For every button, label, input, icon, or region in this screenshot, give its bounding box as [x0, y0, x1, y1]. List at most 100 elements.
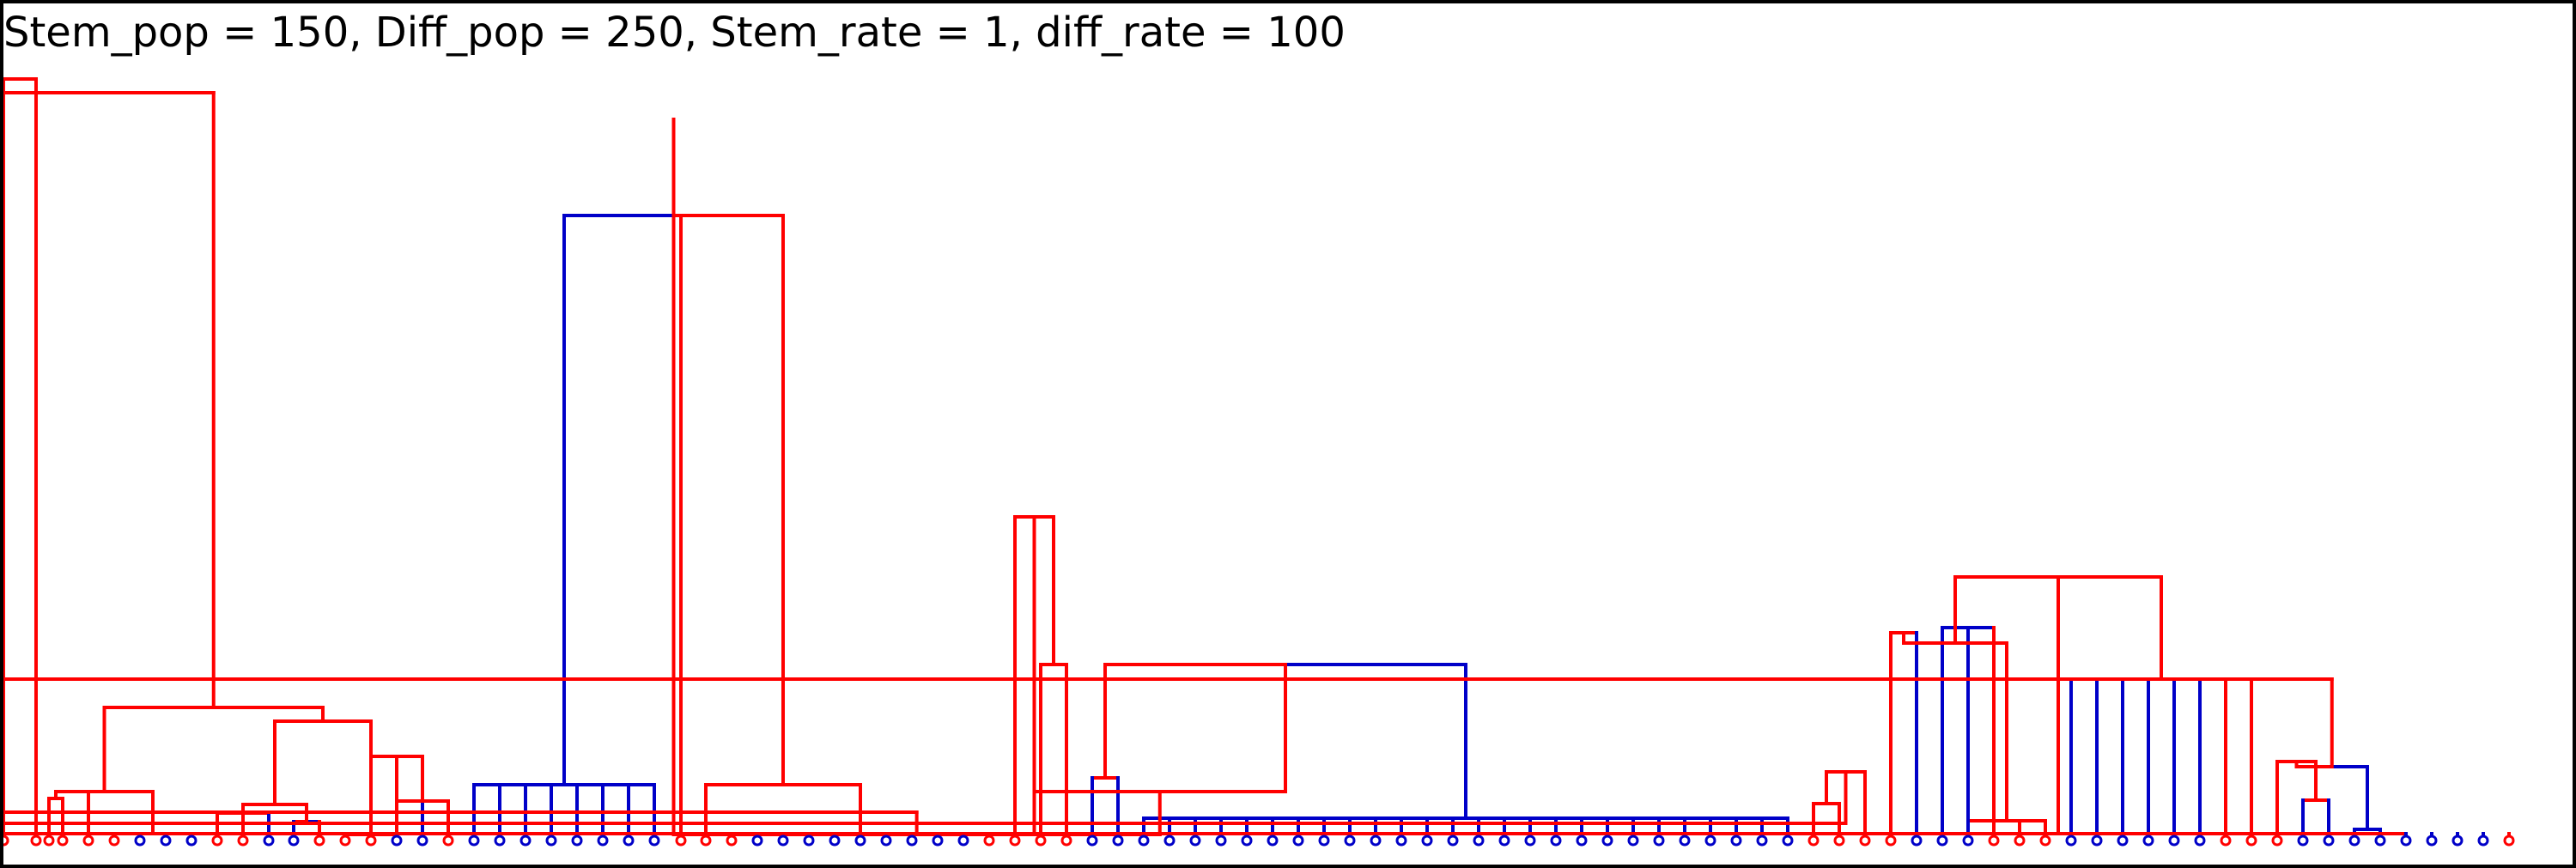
leaf-node-62	[1601, 835, 1613, 847]
leaf-node-77	[1988, 835, 2000, 847]
leaf-node-85	[2194, 835, 2206, 847]
leaf-node-12	[313, 835, 325, 847]
leaf-node-91	[2348, 835, 2360, 847]
leaf-node-50	[1292, 835, 1304, 847]
leaf-node-33	[854, 835, 866, 847]
leaf-node-8	[211, 835, 223, 847]
leaf-node-88	[2271, 835, 2283, 847]
leaf-node-75	[1936, 835, 1948, 847]
leaf-node-10	[263, 835, 275, 847]
leaf-node-39	[1009, 835, 1021, 847]
leaf-node-70	[1807, 835, 1820, 847]
leaf-node-80	[2065, 835, 2077, 847]
leaf-node-26	[675, 835, 687, 847]
leaf-node-89	[2297, 835, 2309, 847]
leaf-node-6	[160, 835, 172, 847]
leaf-node-22	[571, 835, 583, 847]
leaf-node-25	[648, 835, 660, 847]
leaf-node-83	[2142, 835, 2154, 847]
leaf-node-69	[1782, 835, 1794, 847]
leaf-node-2	[57, 835, 69, 847]
leaf-node-66	[1704, 835, 1716, 847]
leaf-node-73	[1885, 835, 1897, 847]
leaf-node-20	[519, 835, 532, 847]
leaf-node-61	[1576, 835, 1588, 847]
leaf-node-17	[442, 835, 454, 847]
leaf-node-40	[1035, 835, 1047, 847]
leaf-node-96	[2477, 835, 2489, 847]
leaf-node-35	[906, 835, 918, 847]
leaf-node-41	[1060, 835, 1072, 847]
leaf-node-42	[1086, 835, 1098, 847]
leaf-node-45	[1163, 835, 1176, 847]
leaf-node-28	[726, 835, 738, 847]
leaf-node-32	[829, 835, 841, 847]
leaf-node-7	[185, 835, 197, 847]
leaf-node-44	[1138, 835, 1150, 847]
leaf-node-21	[545, 835, 557, 847]
leaf-node-38	[983, 835, 995, 847]
leaf-node-4	[108, 835, 120, 847]
leaf-node-23	[597, 835, 609, 847]
leaf-node-82	[2117, 835, 2129, 847]
leaf-node-36	[932, 835, 944, 847]
leaf-node-53	[1370, 835, 1382, 847]
leaf-node-14	[365, 835, 377, 847]
leaf-node-56	[1447, 835, 1459, 847]
leaf-node-5	[134, 835, 146, 847]
leaf-node-11	[288, 835, 300, 847]
leaf-node-94	[2426, 835, 2438, 847]
leaf-node-37	[957, 835, 969, 847]
leaf-node-46	[1189, 835, 1201, 847]
leaf-node-55	[1421, 835, 1433, 847]
leaf-node-3	[82, 835, 94, 847]
leaf-node-68	[1756, 835, 1768, 847]
leaf-node-63	[1627, 835, 1639, 847]
leaf-node-76	[1962, 835, 1974, 847]
leaf-node-16	[416, 835, 428, 847]
leaf-node-1	[43, 835, 55, 847]
leaf-node-59	[1524, 835, 1536, 847]
leaf-node-43	[1112, 835, 1124, 847]
leaf-node-47	[1215, 835, 1227, 847]
leaf-node-49	[1267, 835, 1279, 847]
leaf-node-93	[2400, 835, 2412, 847]
leaf-node-24	[623, 835, 635, 847]
leaf-node-27	[700, 835, 712, 847]
leaf-node-34	[880, 835, 892, 847]
leaf-node-54	[1395, 835, 1407, 847]
leaf-node-31	[803, 835, 815, 847]
leaf-node-95	[2451, 835, 2464, 847]
leaf-node-84	[2168, 835, 2180, 847]
leaf-node-15	[391, 835, 403, 847]
leaf-node-90	[2323, 835, 2335, 847]
leaf-node-60	[1550, 835, 1562, 847]
leaf-node-72	[1859, 835, 1871, 847]
leaf-node-18	[468, 835, 480, 847]
leaf-node-9	[237, 835, 249, 847]
leaf-node-78	[2014, 835, 2026, 847]
leaf-node-65	[1679, 835, 1691, 847]
figure-title: Stem_pop = 150, Diff_pop = 250, Stem_rat…	[3, 9, 1346, 57]
leaf-node-64	[1653, 835, 1665, 847]
leaf-node-79	[2039, 835, 2051, 847]
leaf-node-71	[1833, 835, 1845, 847]
leaf-node-87	[2245, 835, 2257, 847]
leaf-node-29	[751, 835, 763, 847]
leaf-node-30	[777, 835, 789, 847]
leaf-node-58	[1498, 835, 1510, 847]
leaf-node-48	[1241, 835, 1253, 847]
leaf-node-81	[2091, 835, 2103, 847]
leaf-node-52	[1344, 835, 1356, 847]
leaf-node-67	[1730, 835, 1742, 847]
leaf-node-51	[1318, 835, 1330, 847]
leaf-node-19	[494, 835, 506, 847]
leaf-node-99	[3, 835, 9, 847]
leaf-node-74	[1911, 835, 1923, 847]
leaf-node-86	[2220, 835, 2232, 847]
leaf-node-57	[1473, 835, 1485, 847]
leaf-node-97	[2503, 835, 2515, 847]
leaf-node-0	[30, 835, 42, 847]
leaf-node-92	[2374, 835, 2386, 847]
